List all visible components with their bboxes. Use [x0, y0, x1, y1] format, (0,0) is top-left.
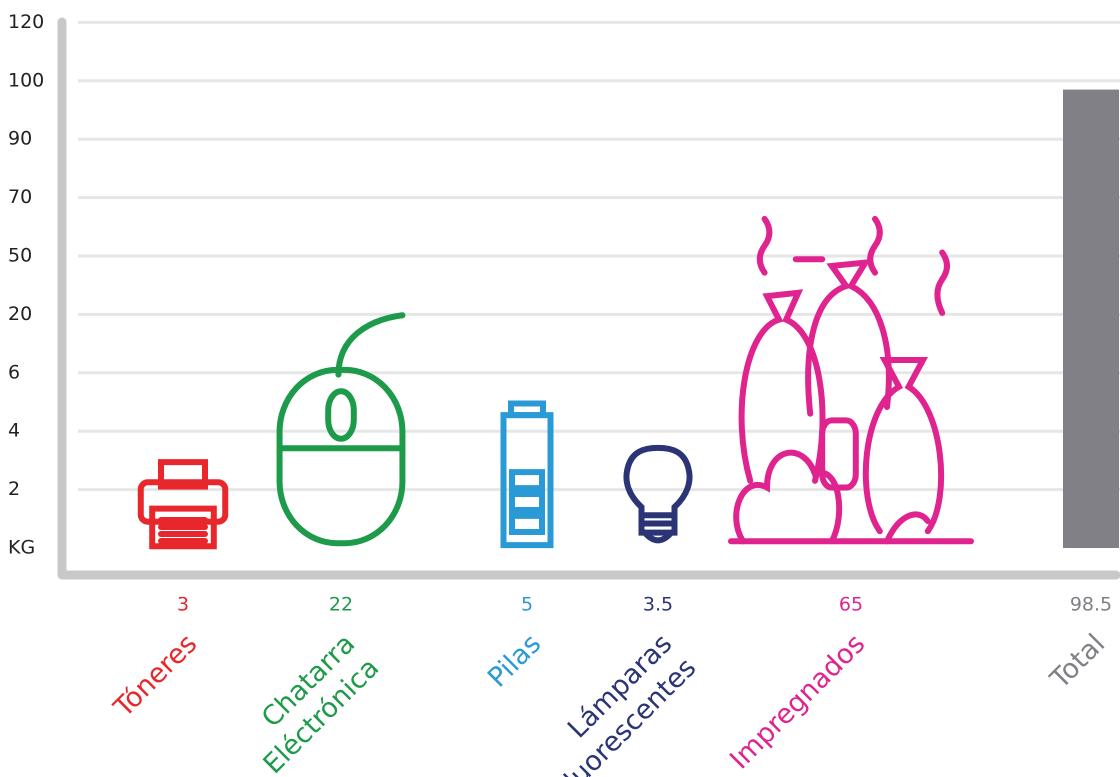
axis-line	[57, 17, 1120, 580]
icon-part	[280, 370, 403, 543]
icon-part	[504, 415, 551, 545]
icon-part	[161, 462, 205, 487]
icon-part	[338, 315, 402, 374]
icon-part	[736, 453, 839, 542]
y-tick-label: 20	[8, 303, 32, 325]
icon-mark	[504, 403, 551, 545]
y-tick-label: 6	[8, 361, 20, 383]
category-label: Total	[1044, 628, 1111, 695]
icon-part	[626, 448, 689, 533]
bar	[1063, 89, 1119, 548]
value-label: 3.5	[643, 594, 673, 616]
category-label: Tóneres	[108, 628, 204, 724]
icon-part	[870, 219, 880, 273]
icon-mark	[280, 315, 403, 543]
value-label: 5	[521, 594, 533, 616]
value-label: 65	[839, 594, 863, 616]
icon-part	[512, 516, 542, 532]
y-tick-label: 4	[8, 420, 20, 442]
value-label: 98.5	[1070, 594, 1112, 616]
y-tick-label: 50	[8, 245, 32, 267]
icon-part	[512, 494, 542, 510]
icon-part	[937, 252, 947, 312]
icon-part	[645, 533, 671, 541]
y-tick-label: KG	[8, 537, 35, 559]
icon-part	[866, 360, 941, 531]
y-tick-label: 90	[8, 128, 32, 150]
value-label: 22	[329, 594, 353, 616]
icon-part	[512, 472, 542, 488]
category-label: Pilas	[482, 628, 547, 693]
icon-part	[808, 263, 889, 414]
icon-part	[328, 391, 354, 438]
icon-mark	[731, 219, 971, 541]
icon-part	[152, 509, 214, 547]
y-tick-label: 100	[8, 69, 44, 91]
value-label: 3	[177, 594, 189, 616]
y-tick-label: 2	[8, 478, 20, 500]
icon-part	[760, 219, 770, 273]
icon-part	[742, 293, 823, 481]
icon-mark	[626, 448, 689, 540]
category-label: Impregnados	[724, 628, 871, 775]
icon-part	[887, 514, 928, 541]
y-tick-label: 120	[8, 11, 44, 33]
icon-part	[822, 420, 856, 487]
icon-mark	[141, 462, 225, 546]
y-tick-label: 70	[8, 186, 32, 208]
